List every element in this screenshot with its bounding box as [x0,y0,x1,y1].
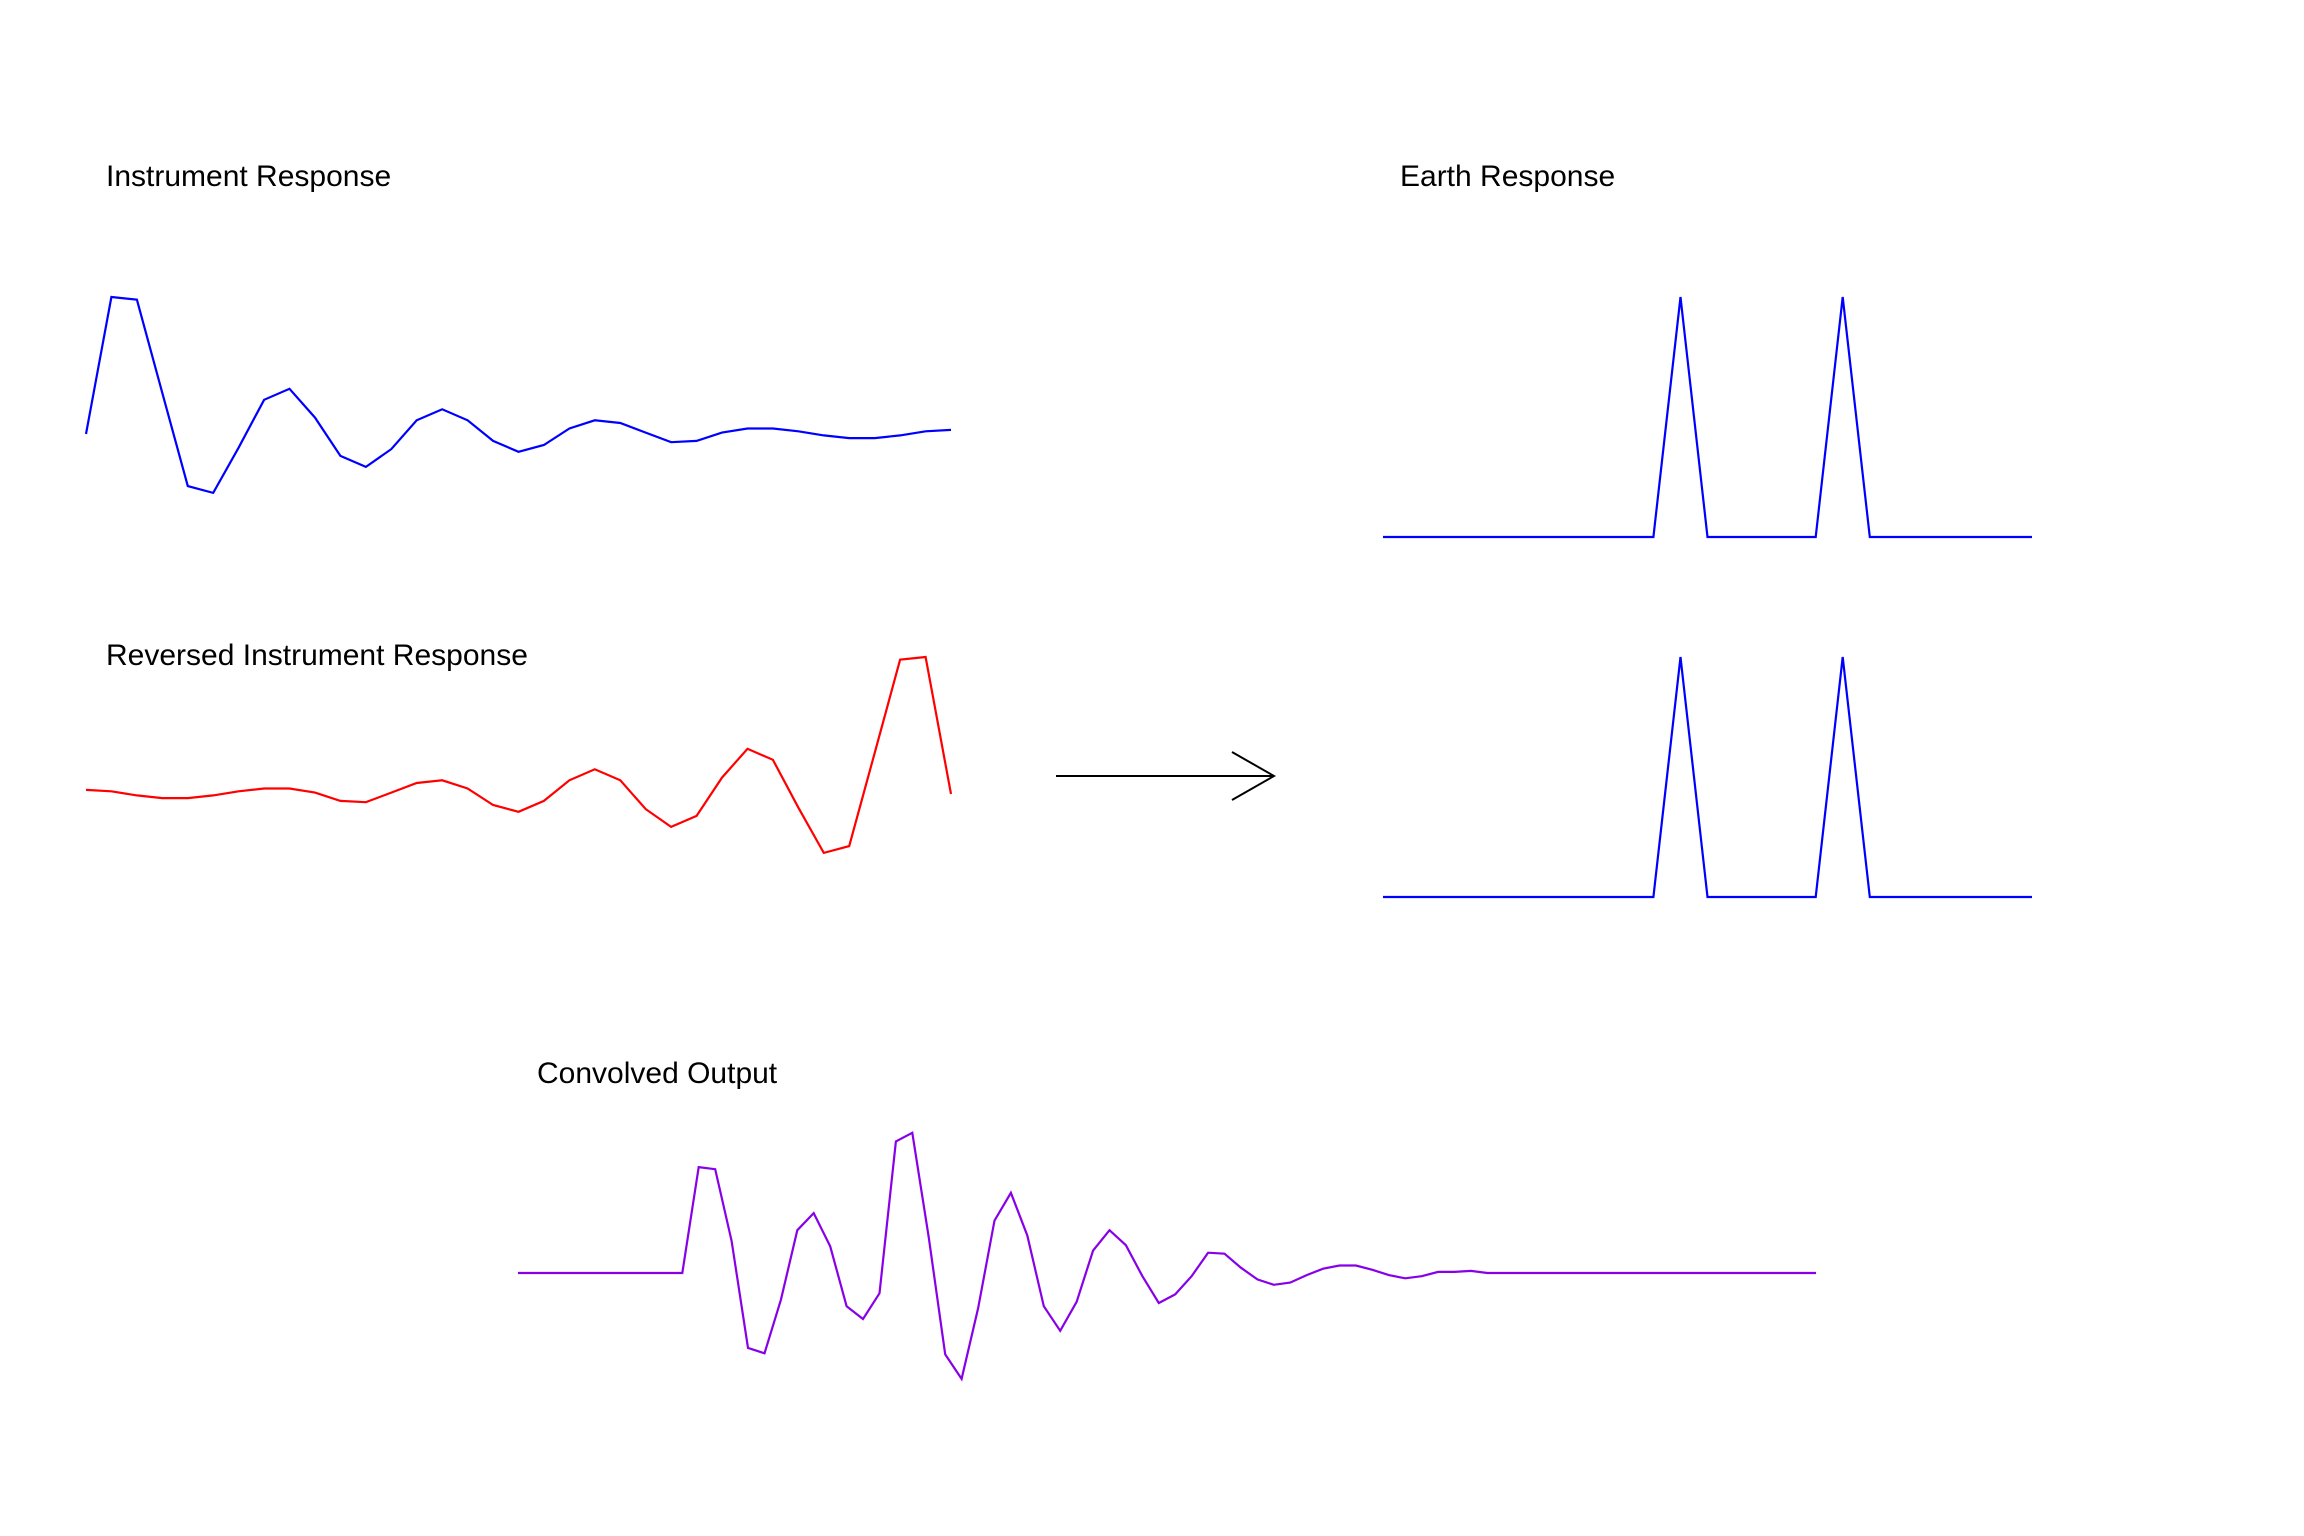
instrument-response-title: Instrument Response [106,160,391,193]
earth-response-title: Earth Response [1400,160,1615,193]
earth-response-trace-top [1383,296,2032,539]
instrument-response-trace [84,295,952,495]
convolved-output-trace [518,1131,1816,1382]
convolved-output-title: Convolved Output [537,1057,778,1090]
earth-response-trace-bottom [1383,656,2032,899]
arrow-right-icon [1056,751,1277,801]
reversed-instrument-response-trace [85,655,953,855]
reversed-instrument-response-title: Reversed Instrument Response [106,639,528,672]
